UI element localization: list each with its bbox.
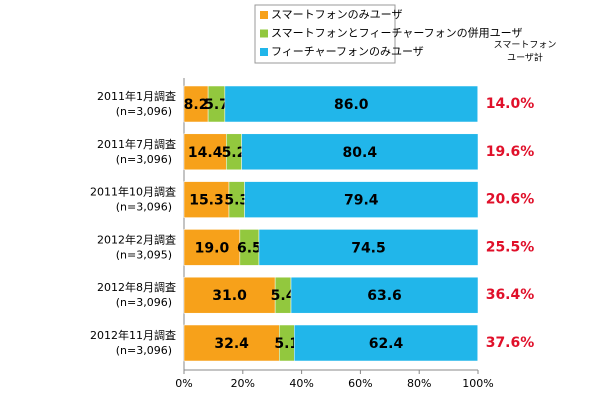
value-label: 74.5 [351,240,386,256]
bar-segment [244,181,479,218]
bar-segment [258,229,479,266]
value-label: 79.4 [344,193,379,209]
sample-size: (n=3,096) [116,201,172,214]
value-label: 5.1 [274,336,299,352]
legend-label: フィーチャーフォンのみユーザ [271,45,424,58]
bar-segment [183,85,209,123]
sample-size: (n=3,096) [116,105,172,118]
legend-swatch [260,29,268,38]
totals-header: ユーザ計 [507,52,543,64]
sample-size: (n=3,095) [116,248,172,261]
value-label: 6.5 [237,240,262,256]
value-label: 5.3 [224,193,249,209]
bar-segment [294,324,478,362]
bar-segment [183,133,227,171]
category-label: 2012年8月調査 [97,280,176,294]
value-label: 5.7 [204,97,229,113]
bar-segment [241,133,479,171]
value-label: 63.6 [367,288,402,304]
value-label: 15.3 [189,193,224,209]
value-label: 31.0 [212,288,247,304]
category-label: 2012年11月調査 [90,328,176,342]
value-label: 5.4 [271,288,296,304]
sample-size: (n=3,096) [116,344,172,357]
total-label: 20.6% [486,192,535,208]
value-label: 80.4 [343,145,378,161]
value-label: 19.0 [195,240,230,256]
x-tick-label: 100% [462,377,493,390]
bar-segment [183,324,280,362]
category-label: 2012年2月調査 [97,232,176,246]
value-label: 14.4 [188,145,223,161]
sample-size: (n=3,096) [116,153,172,166]
legend-label: スマートフォンのみユーザ [271,8,402,21]
x-tick-label: 40% [289,377,313,390]
legend-swatch [260,11,268,19]
bar-segment [224,85,478,123]
value-label: 86.0 [334,97,369,113]
legend-swatch [260,48,268,56]
value-label: 8.2 [184,97,209,113]
total-label: 25.5% [486,239,535,255]
bar-segment [183,229,241,266]
x-tick-label: 60% [348,377,372,390]
legend-box [254,4,396,64]
total-label: 36.4% [486,287,535,303]
x-tick-label: 80% [407,377,431,390]
total-label: 37.6% [486,335,535,351]
bar-segment [183,181,230,218]
bar-segment [183,276,276,314]
x-tick-label: 20% [231,377,255,390]
sample-size: (n=3,096) [116,296,172,309]
bar-segment [290,276,479,314]
x-tick-label: 0% [175,377,192,390]
value-label: 62.4 [369,336,404,352]
total-label: 19.6% [486,144,535,160]
value-label: 5.2 [222,145,247,161]
totals-header: スマートフォン [494,41,557,51]
legend-label: スマートフォンとフィーチャーフォンの併用ユーザ [271,26,522,40]
total-label: 14.0% [486,96,535,112]
category-label: 2011年1月調査 [97,89,176,103]
category-label: 2011年7月調査 [97,137,176,151]
category-label: 2011年10月調査 [90,185,176,199]
value-label: 32.4 [214,336,249,352]
